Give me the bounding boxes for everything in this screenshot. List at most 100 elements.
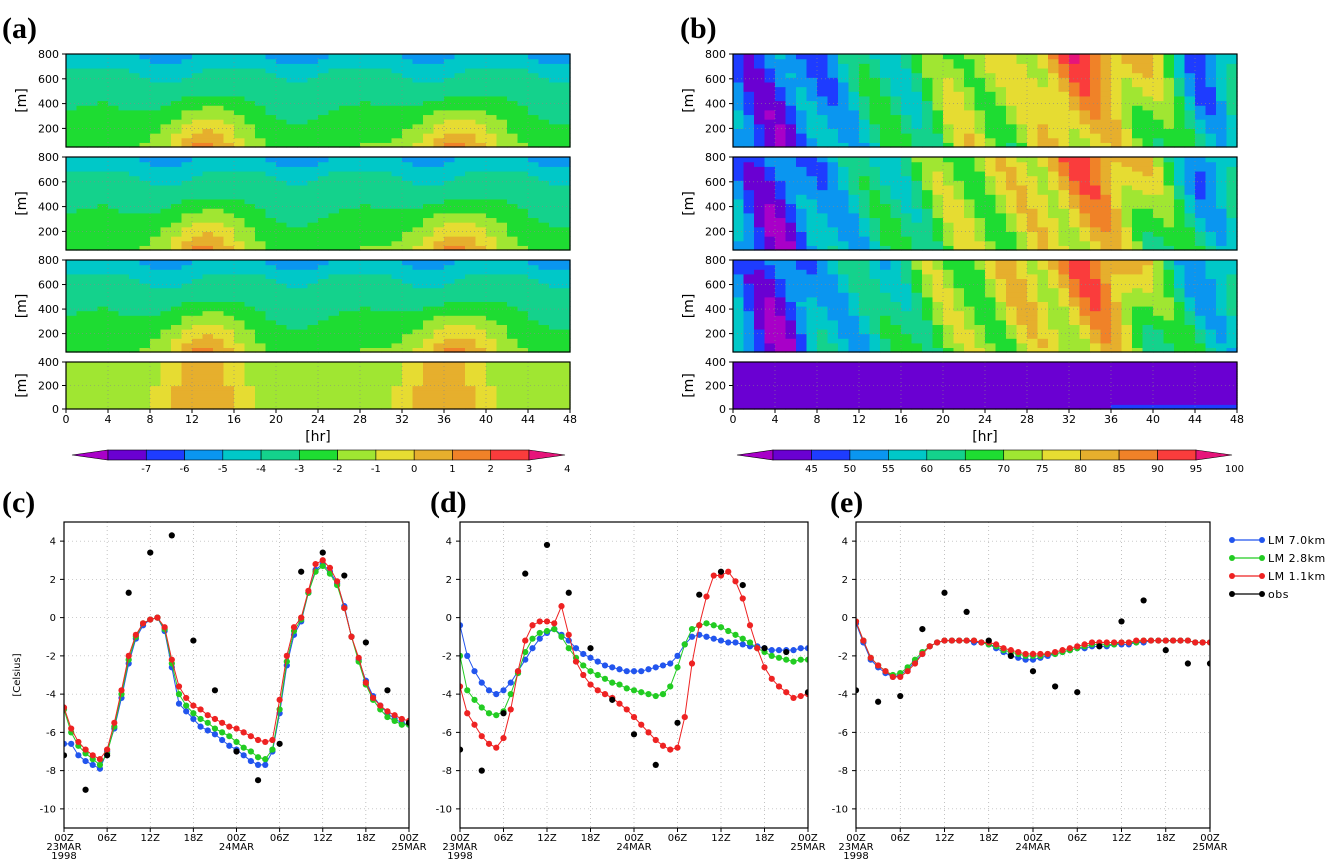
heatmap-cell [329, 315, 340, 320]
heatmap-cell [129, 59, 140, 64]
heatmap-cell [171, 241, 182, 246]
heatmap-cell [234, 297, 245, 302]
x-tick-label: 28 [353, 413, 367, 426]
heatmap-cell [182, 68, 193, 73]
heatmap-cell [402, 204, 413, 209]
heatmap-cell [308, 338, 319, 343]
heatmap-cell [234, 274, 245, 279]
heatmap-cell [402, 114, 413, 119]
heatmap-cell [1017, 82, 1028, 87]
heatmap-cell [402, 265, 413, 270]
heatmap-cell [560, 343, 571, 348]
heatmap-cell [444, 162, 455, 167]
heatmap-cell [1027, 82, 1038, 87]
heatmap-cell [339, 180, 350, 185]
heatmap-cell [129, 68, 140, 73]
heatmap-cell [266, 157, 277, 162]
heatmap-cell [455, 171, 466, 176]
heatmap-cell [817, 105, 828, 110]
heatmap-cell [77, 54, 88, 59]
heatmap-cell [1090, 82, 1101, 87]
heatmap-cell [476, 91, 487, 96]
heatmap-cell [1195, 77, 1206, 82]
heatmap-cell [518, 343, 529, 348]
heatmap-cell [308, 91, 319, 96]
heatmap-cell [507, 283, 518, 288]
heatmap-cell [423, 162, 434, 167]
heatmap-cell [371, 236, 382, 241]
heatmap-cell [964, 87, 975, 92]
heatmap-cell [371, 283, 382, 288]
heatmap-cell [329, 274, 340, 279]
heatmap-cell [507, 110, 518, 115]
heatmap-cell [807, 59, 818, 64]
heatmap-cell [1048, 114, 1059, 119]
heatmap-cell [528, 162, 539, 167]
heatmap-cell [329, 157, 340, 162]
heatmap-cell [849, 96, 860, 101]
heatmap-cell [182, 208, 193, 213]
heatmap-cell [786, 54, 797, 59]
heatmap-cell [182, 217, 193, 222]
heatmap-cell [476, 324, 487, 329]
heatmap-cell [119, 194, 130, 199]
heatmap-cell [182, 185, 193, 190]
heatmap-cell [528, 288, 539, 293]
heatmap-cell [455, 204, 466, 209]
heatmap-cell [507, 292, 518, 297]
heatmap-cell [1153, 63, 1164, 68]
heatmap-cell [434, 63, 445, 68]
heatmap-cell [423, 292, 434, 297]
heatmap-cell [87, 101, 98, 106]
heatmap-cell [360, 101, 371, 106]
heatmap-cell [933, 110, 944, 115]
heatmap-cell [255, 77, 266, 82]
heatmap-cell [108, 320, 119, 325]
heatmap-cell [297, 171, 308, 176]
heatmap-cell [539, 68, 550, 73]
heatmap-cell [413, 190, 424, 195]
heatmap-cell [1185, 114, 1196, 119]
heatmap-cell [1111, 138, 1122, 143]
heatmap-cell [140, 320, 151, 325]
heatmap-cell [87, 119, 98, 124]
heatmap-cell [161, 133, 172, 138]
heatmap-cell [733, 185, 744, 190]
heatmap-cell [1080, 77, 1091, 82]
heatmap-cell [518, 231, 529, 236]
heatmap-cell [276, 128, 287, 133]
heatmap-cell [150, 283, 161, 288]
heatmap-cell [182, 306, 193, 311]
heatmap-cell [266, 204, 277, 209]
heatmap-cell [234, 231, 245, 236]
heatmap-cell [360, 87, 371, 92]
heatmap-cell [129, 101, 140, 106]
heatmap-cell [1111, 114, 1122, 119]
heatmap-cell [1143, 73, 1154, 78]
heatmap-cell [402, 306, 413, 311]
heatmap-cell [318, 194, 329, 199]
heatmap-cell [933, 68, 944, 73]
heatmap-cell [402, 199, 413, 204]
heatmap-cell [1080, 133, 1091, 138]
heatmap-cell [455, 297, 466, 302]
heatmap-cell [560, 54, 571, 59]
heatmap-cell [402, 82, 413, 87]
heatmap-cell [140, 301, 151, 306]
heatmap-cell [318, 171, 329, 176]
heatmap-cell [77, 274, 88, 279]
heatmap-cell [392, 119, 403, 124]
heatmap-cell [276, 157, 287, 162]
heatmap-cell [1153, 105, 1164, 110]
heatmap-cell [765, 101, 776, 106]
heatmap-cell [964, 101, 975, 106]
heatmap-cell [213, 311, 224, 316]
heatmap-cell [192, 208, 203, 213]
heatmap-cell [308, 236, 319, 241]
heatmap-cell [476, 59, 487, 64]
heatmap-cell [838, 96, 849, 101]
heatmap-cell [255, 166, 266, 171]
heatmap-cell [444, 101, 455, 106]
heatmap-cell [922, 138, 933, 143]
heatmap-cell [476, 231, 487, 236]
